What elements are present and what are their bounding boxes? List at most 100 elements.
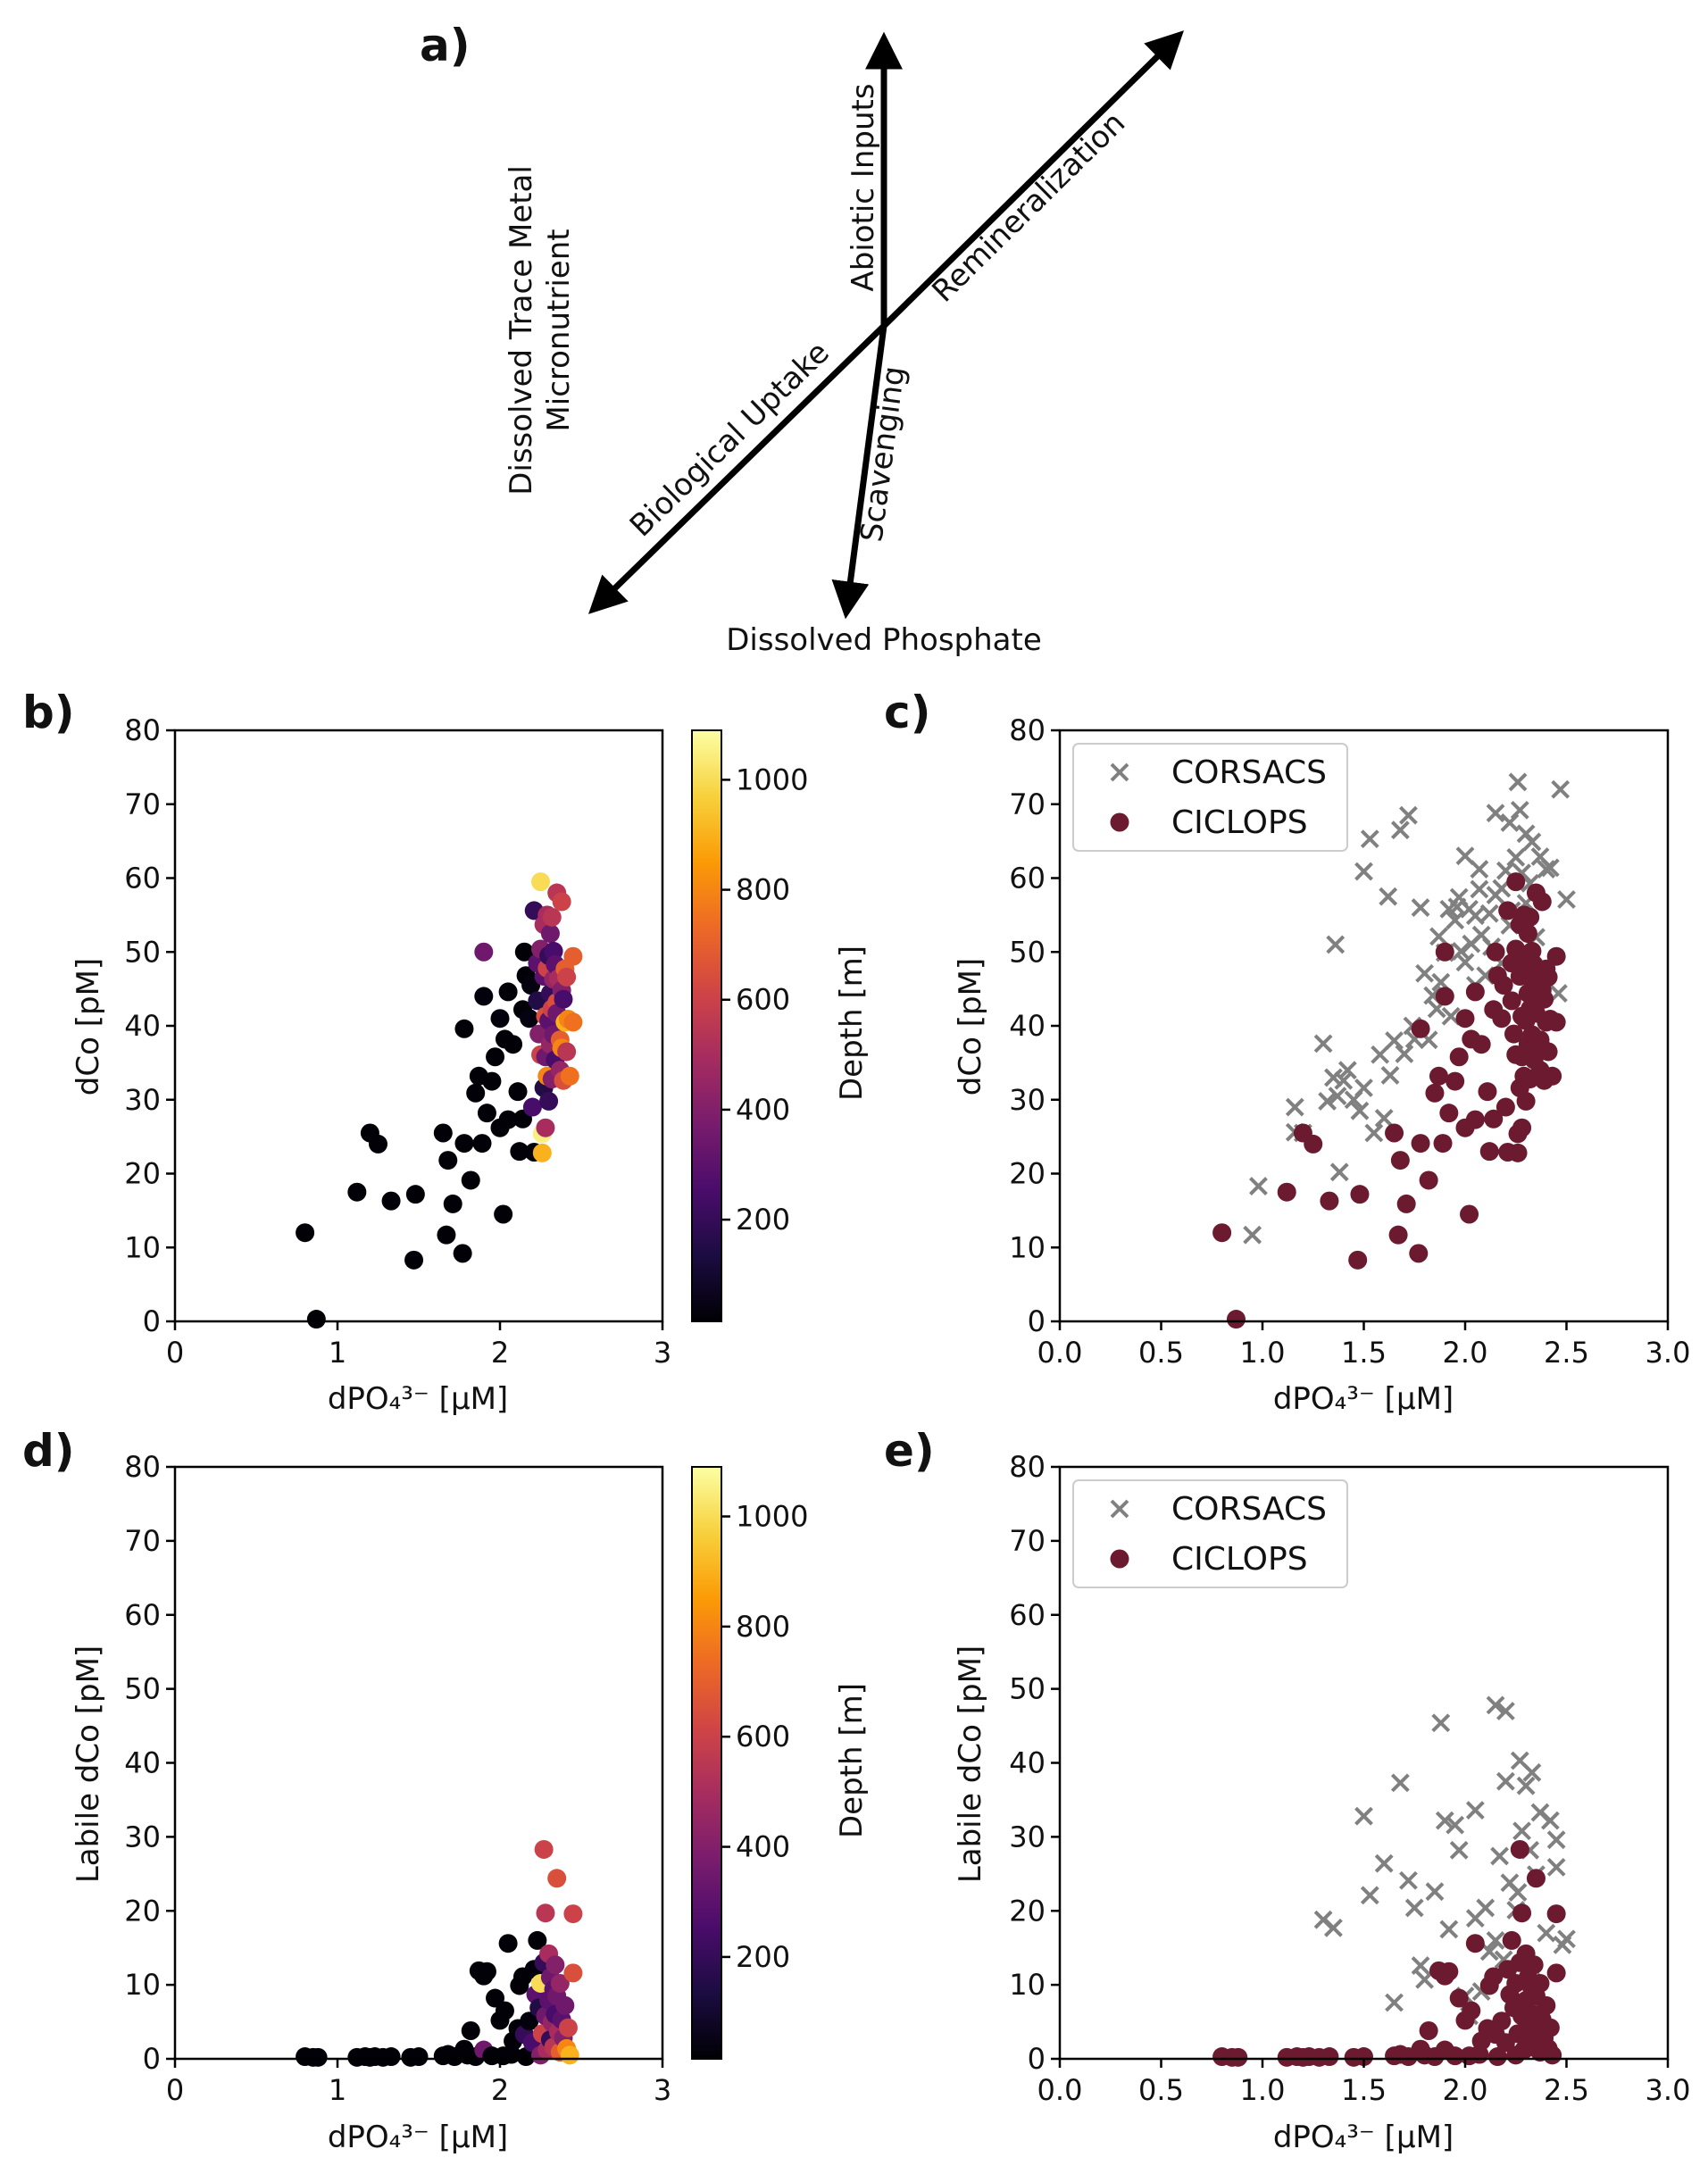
data-point-ciclops — [516, 2047, 536, 2067]
data-point-cross-stroke — [1494, 1950, 1513, 1970]
data-point-corsacs — [1557, 1929, 1576, 1949]
data-point-corsacs — [1557, 890, 1576, 909]
data-point-ciclops — [438, 1151, 458, 1170]
data-point-ciclops — [477, 1104, 496, 1123]
data-point-ciclops — [306, 1310, 326, 1329]
data-point-ciclops — [510, 1142, 529, 1162]
y-tick-label: 50 — [124, 935, 161, 969]
data-point-corsacs — [1506, 847, 1526, 867]
data-point-ciclops — [1521, 907, 1540, 927]
diagram-y-label-line-2: Micronutrient — [541, 229, 577, 431]
data-point-cross-stroke — [1431, 972, 1451, 992]
data-point-corsacs — [1508, 1883, 1528, 1902]
data-point-ciclops — [409, 2047, 429, 2067]
legend-label-ciclops: CICLOPS — [1171, 1541, 1308, 1578]
data-point-cross-stroke — [1521, 873, 1540, 893]
data-point-cross-stroke — [1512, 1821, 1531, 1841]
panel-a-diagram: a) Dissolved Trace Metal Micronutrient A… — [420, 20, 1184, 658]
data-point-corsacs — [1324, 1918, 1343, 1937]
chart-e-legend: CORSACS CICLOPS — [1072, 1479, 1348, 1588]
data-point-cross-stroke — [1243, 1225, 1262, 1245]
data-point-cross-stroke — [1441, 1006, 1461, 1026]
series-ciclops — [1212, 1839, 1566, 2067]
data-point-cross-stroke — [1390, 820, 1410, 840]
data-point-ciclops — [1350, 1185, 1370, 1204]
data-point-cross-stroke — [1516, 1776, 1536, 1795]
chart-b-colorbar-title: Depth [m] — [834, 945, 870, 1101]
y-tick-label: 70 — [1009, 787, 1046, 821]
data-point-corsacs — [1516, 1776, 1536, 1795]
x-tick-label: 1 — [329, 2073, 346, 2107]
x-tick-label: 1.5 — [1341, 2073, 1387, 2107]
data-point-cross-stroke — [1425, 1882, 1445, 1902]
data-point-corsacs — [1465, 1801, 1485, 1820]
x-tick-label: 1.5 — [1341, 1336, 1387, 1370]
data-point-cross-stroke — [1379, 887, 1398, 906]
series-ciclops — [1212, 872, 1566, 1329]
legend-label-corsacs: CORSACS — [1171, 1491, 1327, 1528]
data-point-ciclops — [1411, 1134, 1430, 1154]
label-biological-uptake: Biological Uptake — [623, 335, 837, 544]
data-point-corsacs — [1399, 805, 1418, 825]
legend-box — [1072, 743, 1348, 852]
x-tick-label: 0 — [166, 1336, 184, 1370]
data-point-ciclops — [560, 1066, 579, 1086]
x-tick-label: 0.5 — [1138, 2073, 1184, 2107]
data-point-ciclops — [381, 2047, 401, 2067]
data-point-cross-stroke — [1551, 779, 1571, 799]
data-point-ciclops — [542, 907, 562, 927]
data-point-corsacs — [1326, 935, 1346, 954]
data-point-cross-stroke — [1385, 1031, 1404, 1050]
data-point-ciclops — [437, 1225, 456, 1245]
y-tick-label: 40 — [1009, 1009, 1046, 1043]
data-point-ciclops — [1320, 1191, 1339, 1211]
data-point-cross-stroke — [1326, 935, 1346, 954]
data-point-ciclops — [536, 1903, 555, 1923]
data-point-cross-stroke — [1522, 1762, 1542, 1782]
data-point-cross-stroke — [1415, 963, 1435, 983]
data-point-ciclops — [498, 982, 518, 1002]
y-tick-label: 80 — [1009, 1450, 1046, 1484]
data-point-cross-stroke — [1470, 860, 1489, 879]
data-point-cross-stroke — [1479, 904, 1499, 923]
colorbar-tick-label: 400 — [736, 1093, 790, 1127]
data-point-ciclops — [1538, 967, 1558, 987]
data-point-cross-stroke — [1465, 906, 1485, 926]
data-point-cross-stroke — [1446, 1815, 1465, 1835]
y-tick-label: 0 — [1028, 1304, 1046, 1338]
arrow-biological-uptake — [587, 323, 887, 614]
data-point-cross-stroke — [1465, 1801, 1485, 1820]
data-point-ciclops — [550, 1973, 570, 1993]
data-point-ciclops — [1508, 1143, 1528, 1162]
data-point-cross-stroke — [1385, 1993, 1404, 2012]
data-point-ciclops — [1546, 1012, 1566, 1032]
data-point-cross-stroke — [1540, 1811, 1560, 1830]
data-point-corsacs — [1374, 1109, 1394, 1128]
data-point-ciclops — [498, 1110, 518, 1129]
data-point-ciclops — [563, 1904, 583, 1924]
data-point-ciclops — [1502, 991, 1521, 1011]
x-tick-label: 0.0 — [1037, 1336, 1083, 1370]
data-point-cross-stroke — [1486, 1930, 1505, 1950]
data-point-cross-stroke — [1537, 1923, 1556, 1943]
x-tick-label: 2.5 — [1544, 2073, 1589, 2107]
colorbar-tick-label: 400 — [736, 1830, 790, 1864]
y-tick-label: 70 — [124, 787, 161, 821]
data-point-ciclops — [1546, 1963, 1566, 1983]
x-tick-label: 2 — [491, 1336, 509, 1370]
data-point-corsacs — [1385, 1031, 1404, 1050]
data-point-ciclops — [1538, 1042, 1558, 1062]
data-point-ciclops — [563, 1963, 583, 1983]
y-tick-label: 70 — [1009, 1524, 1046, 1558]
y-tick-label: 0 — [143, 1304, 161, 1338]
arrow-remineralization — [881, 30, 1184, 329]
legend-label-corsacs: CORSACS — [1171, 754, 1327, 791]
data-point-ciclops — [555, 1995, 575, 2015]
data-point-ciclops — [1512, 1903, 1532, 1923]
data-point-ciclops — [547, 1869, 567, 1888]
data-point-corsacs — [1249, 1177, 1268, 1195]
data-point-cross-stroke — [1435, 1811, 1454, 1830]
data-point-cross-stroke — [1360, 829, 1379, 849]
x-tick-label: 0 — [166, 2073, 184, 2107]
legend-marker-ciclops — [1110, 812, 1129, 832]
